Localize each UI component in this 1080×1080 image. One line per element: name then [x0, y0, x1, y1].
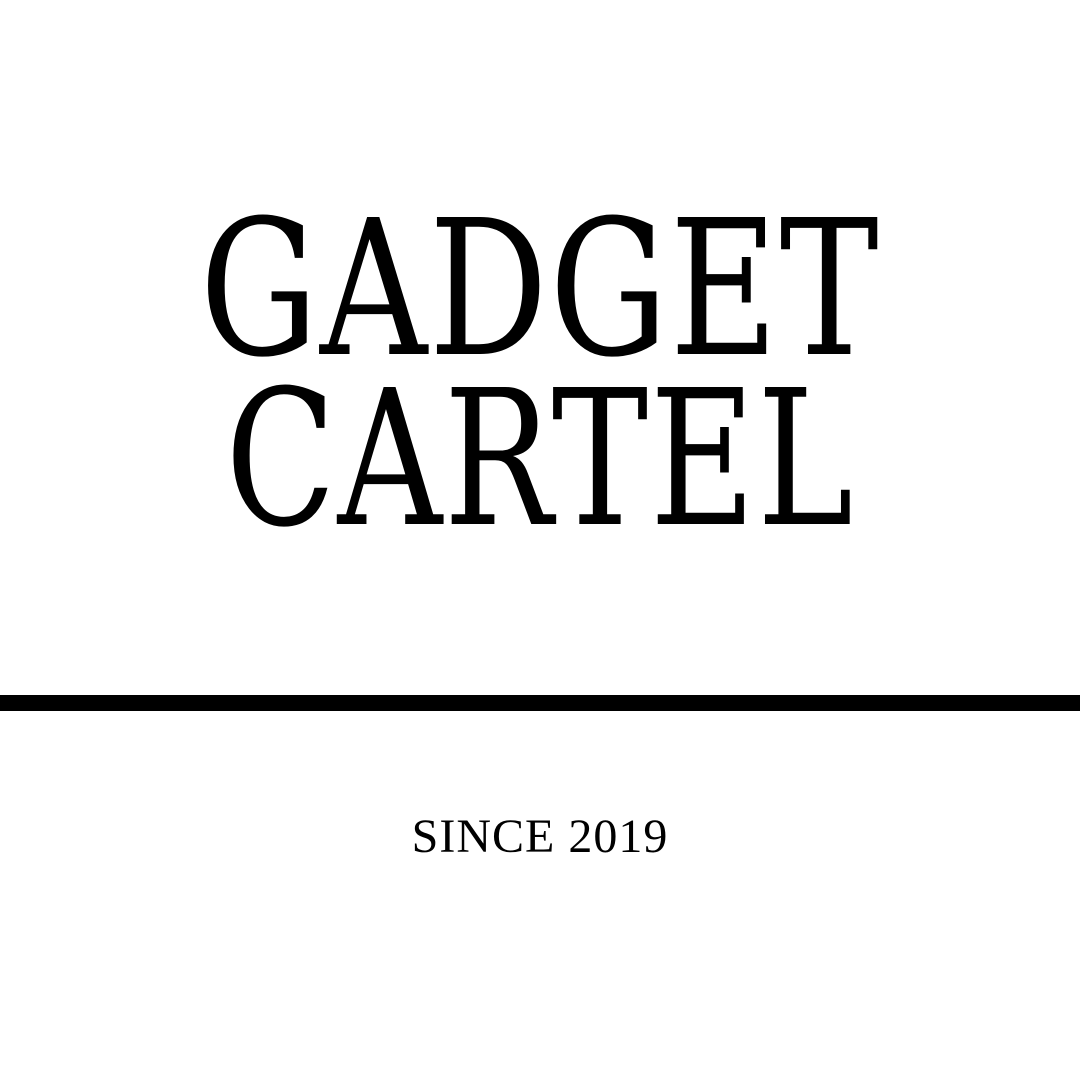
- logo-wordmark-line-1: GADGET: [199, 180, 881, 399]
- horizontal-divider: [0, 695, 1080, 711]
- logo-tagline: SINCE 2019: [411, 810, 669, 863]
- logo-wordmark-line-2: CARTEL: [225, 350, 855, 569]
